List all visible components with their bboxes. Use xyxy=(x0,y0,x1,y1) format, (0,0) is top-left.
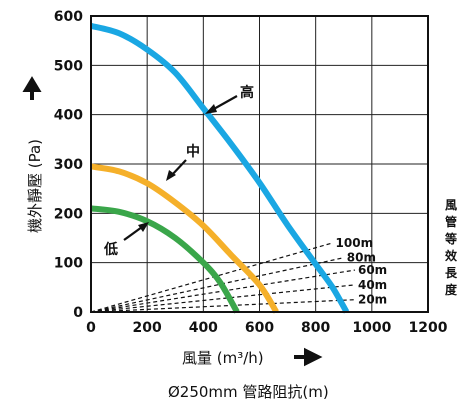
plot-frame xyxy=(90,15,429,313)
arrow-mid-head-icon xyxy=(166,170,176,181)
x-axis-label: 風量 (m³/h) xyxy=(182,349,264,367)
series-label-low: 低 xyxy=(103,241,118,258)
y-tick-label: 0 xyxy=(73,305,83,321)
y-tick-label: 100 xyxy=(54,256,83,272)
impedance-line-100m xyxy=(90,242,333,313)
impedance-label: 40m xyxy=(358,278,387,292)
x-tick-label: 0 xyxy=(86,320,96,336)
x-tick-label: 1000 xyxy=(352,320,391,336)
series-label-high-group: 高 xyxy=(205,84,254,114)
arrow-high-icon xyxy=(211,95,238,111)
y-tick-label: 500 xyxy=(54,58,83,74)
x-tick-label: 600 xyxy=(245,320,274,336)
curve-high xyxy=(90,22,350,314)
y-axis-arrow-icon xyxy=(22,76,42,100)
tick-labels: 0 200 400 600 800 1000 1200 0 100 200 300 400 500 600 xyxy=(54,9,448,336)
arrow-low-head-icon xyxy=(138,222,149,232)
axes xyxy=(90,15,429,313)
y-tick-label: 300 xyxy=(54,157,83,173)
impedance-line-40m xyxy=(90,284,356,313)
impedance-line-20m xyxy=(90,299,356,313)
series-label-mid: 中 xyxy=(186,143,200,160)
impedance-label: 20m xyxy=(358,293,387,307)
y-tick-label: 200 xyxy=(54,206,83,222)
duct-length-label: 風管等效長度 xyxy=(444,198,458,297)
series-label-mid-group: 中 xyxy=(166,143,200,181)
impedance-line-80m xyxy=(90,257,344,313)
arrow-high-head-icon xyxy=(205,104,217,114)
series-label-high: 高 xyxy=(240,84,254,101)
impedance-label: 100m xyxy=(336,236,374,250)
impedance-label: 80m xyxy=(347,251,376,265)
x-tick-label: 200 xyxy=(133,320,162,336)
series-label-low-group: 低 xyxy=(103,222,149,258)
x-tick-label: 800 xyxy=(301,320,330,336)
chart-subtitle: Ø250mm 管路阻抗(m) xyxy=(168,383,329,401)
y-axis-label: 機外靜壓 (Pa) xyxy=(26,139,44,233)
impedance-label: 60m xyxy=(358,263,387,277)
y-tick-label: 600 xyxy=(54,9,83,25)
arrow-low-icon xyxy=(123,226,143,241)
x-axis-arrow-icon xyxy=(294,347,323,367)
curve-mid xyxy=(90,163,279,314)
x-tick-label: 400 xyxy=(189,320,218,336)
curve-low xyxy=(90,205,240,314)
fan-curves xyxy=(90,22,350,314)
x-tick-label: 1200 xyxy=(409,320,448,336)
y-tick-label: 400 xyxy=(54,108,83,124)
